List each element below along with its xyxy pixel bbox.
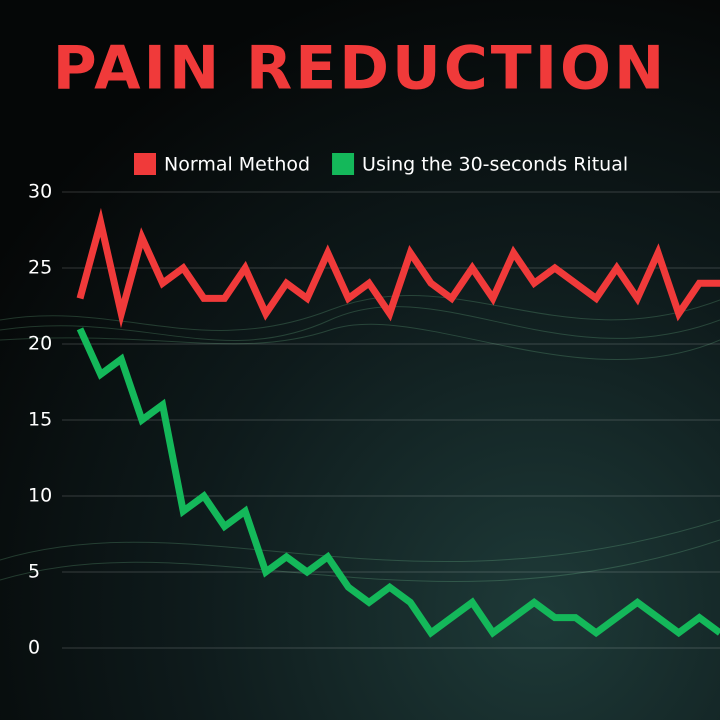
legend-swatch [134, 153, 156, 175]
y-tick-label: 0 [28, 637, 40, 659]
series-line [76, 207, 720, 329]
y-tick-label: 30 [28, 181, 52, 203]
y-tick-label: 10 [28, 485, 52, 507]
legend-label: Using the 30-seconds Ritual [362, 154, 628, 176]
y-tick-label: 5 [28, 561, 40, 583]
legend-swatch [332, 153, 355, 175]
series-line [76, 327, 720, 638]
y-tick-label: 15 [28, 409, 52, 431]
chart-title: PAIN REDUCTION [53, 34, 668, 104]
y-tick-label: 20 [28, 333, 52, 355]
decor-waves [0, 295, 720, 583]
legend-label: Normal Method [164, 154, 310, 176]
y-tick-label: 25 [28, 257, 52, 279]
